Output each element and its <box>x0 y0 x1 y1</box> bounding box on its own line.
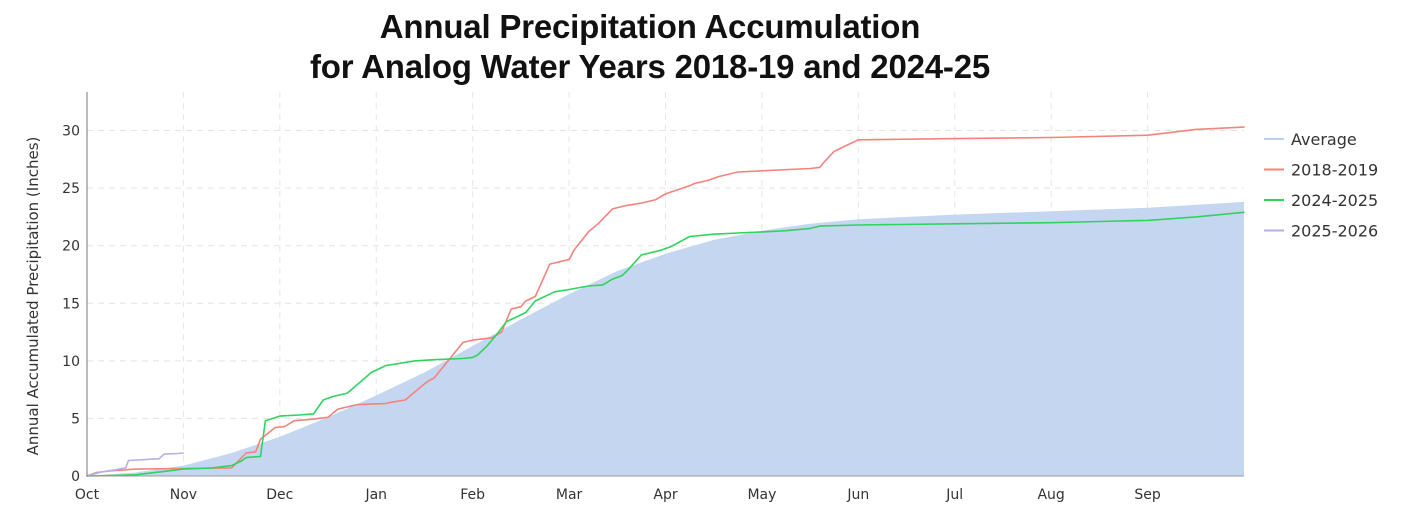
x-tick-label: May <box>747 487 776 503</box>
x-tick-label: Aug <box>1037 487 1064 503</box>
legend-item-2025-2026[interactable]: 2025-2026 <box>1264 222 1378 241</box>
legend-label: 2025-2026 <box>1291 222 1378 241</box>
series-line-2025-2026 <box>86 452 185 477</box>
legend-item-2024-2025[interactable]: 2024-2025 <box>1264 191 1378 210</box>
area-layer <box>87 201 1244 476</box>
legend-label: 2024-2025 <box>1291 191 1378 210</box>
series-area-average <box>87 201 1244 476</box>
y-ticks: 0 5 10 15 20 25 30 <box>62 124 80 485</box>
y-tick-label: 10 <box>62 354 80 370</box>
y-tick-label: 20 <box>62 239 80 255</box>
x-tick-label: Sep <box>1134 487 1161 503</box>
line-layer <box>86 126 1245 477</box>
x-ticks: Oct Nov Dec Jan Feb Mar Apr May Jun Jul Aug Sep <box>75 487 1161 503</box>
chart-title-line-2: for Analog Water Years 2018-19 and 2024-… <box>309 48 991 85</box>
y-tick-label: 0 <box>71 469 80 485</box>
x-tick-label: Oct <box>75 487 100 503</box>
legend-item-average[interactable]: Average <box>1264 130 1357 149</box>
x-tick-label: Jun <box>846 487 869 503</box>
series-line-2018-2019 <box>86 126 1245 477</box>
legend-item-2018-2019[interactable]: 2018-2019 <box>1264 161 1378 180</box>
axes <box>86 92 1244 477</box>
y-axis-label: Annual Accumulated Precipitation (Inches… <box>24 137 42 456</box>
x-tick-label: Feb <box>460 487 485 503</box>
legend[interactable]: Average 2018-2019 2024-2025 2025-2026 <box>1264 130 1378 241</box>
x-tick-label: Apr <box>653 487 677 503</box>
y-tick-label: 30 <box>62 124 80 140</box>
x-tick-label: Nov <box>170 487 197 503</box>
y-tick-label: 25 <box>62 181 80 197</box>
x-tick-label: Mar <box>556 487 583 503</box>
x-tick-label: Jul <box>945 487 963 503</box>
chart-title-line-1: Annual Precipitation Accumulation <box>379 8 921 45</box>
legend-label: Average <box>1291 130 1357 149</box>
x-tick-label: Dec <box>266 487 293 503</box>
legend-label: 2018-2019 <box>1291 161 1378 180</box>
x-tick-label: Jan <box>364 487 387 503</box>
y-tick-label: 5 <box>71 411 80 427</box>
y-tick-label: 15 <box>62 296 80 312</box>
series-line-2024-2025 <box>86 211 1245 477</box>
